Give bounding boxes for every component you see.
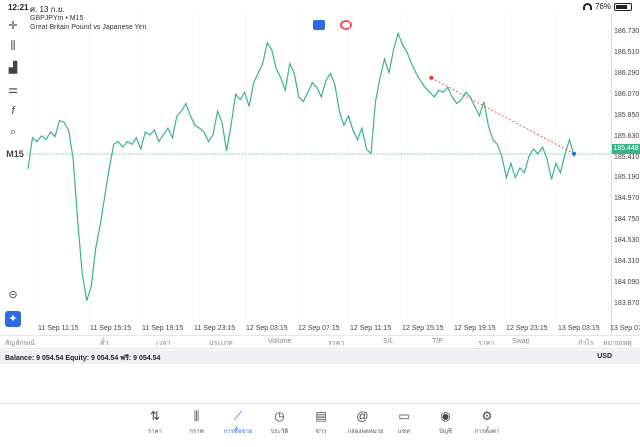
time-axis-label: 13 Sep 03:15 — [558, 325, 600, 332]
nav-item-quotes[interactable]: ⇅ ราคา — [140, 408, 170, 436]
price-axis-label: 184.970 — [614, 195, 640, 203]
time-axis-label: 12 Sep 15:15 — [402, 325, 444, 332]
price-axis-label: 184.530 — [614, 237, 640, 244]
table-column-header[interactable]: ตั๋ว — [100, 340, 109, 347]
nav-item-label: การตั้งค่า — [474, 429, 500, 435]
time-axis-label: 11 Sep 15:15 — [90, 325, 132, 332]
time-axis-label: 11 Sep 19:15 — [142, 325, 184, 332]
trendline-start-point — [429, 75, 434, 80]
status-time: 12:21 — [8, 3, 29, 12]
status-date: ศ. 13 ก.ย. — [30, 5, 65, 14]
price-axis-label: 185.410 — [614, 153, 640, 161]
price-axis-label: 185.850 — [614, 111, 640, 119]
symbol-description: Great Britain Pound vs Japanese Yen — [30, 24, 147, 31]
table-column-header[interactable]: ประเภท — [209, 340, 233, 347]
quotes-icon: ⇅ — [149, 409, 161, 423]
price-axis-label: 183.870 — [614, 299, 640, 307]
chart-candles-icon: ⫼ — [193, 409, 200, 423]
table-column-header[interactable]: กำไร — [578, 340, 594, 347]
mailbox-icon: @ — [356, 409, 369, 423]
nav-item-history[interactable]: ◷ ประวัติ — [265, 408, 295, 436]
balance-currency: USD — [597, 353, 612, 360]
status-bar: 12:21 ศ. 13 ก.ย. 76% — [0, 0, 640, 14]
nav-item-label: บัญชี — [439, 429, 452, 435]
nav-item-mailbox[interactable]: @ กล่องจดหมาย — [347, 408, 384, 436]
wifi-icon — [582, 3, 592, 10]
current-price-tag: 185.448 — [612, 144, 640, 154]
zoom-icon[interactable]: ⊝ — [8, 289, 18, 301]
objects-icon[interactable]: ⚌ — [8, 84, 18, 96]
brand-icon[interactable]: ✦ — [5, 311, 21, 327]
settings-icon: ⚙ — [481, 409, 493, 423]
nav-item-chat[interactable]: ▭ แชท — [389, 408, 419, 436]
table-column-header[interactable]: T/P — [432, 338, 443, 345]
price-axis-label: 185.630 — [614, 132, 640, 140]
nav-item-settings[interactable]: ⚙ การตั้งค่า — [472, 408, 502, 436]
table-column-header[interactable]: Swap — [512, 338, 530, 345]
nav-item-label: ราคา — [148, 429, 162, 435]
price-axis-label: 184.750 — [614, 216, 640, 224]
nav-item-label: แชท — [398, 429, 410, 435]
price-series-line — [27, 31, 575, 301]
trade-table-header: สัญลักษณ์ ตั๋ว เวลา ประเภท Volume ราคา S/L T/P ร… — [0, 335, 640, 349]
nav-item-label: กราฟ — [189, 429, 204, 435]
time-axis-label: 12 Sep 23:15 — [506, 325, 548, 332]
nav-item-trade[interactable]: ⟋ การซื้อขาย — [223, 408, 253, 436]
nav-item-news[interactable]: ▤ ข่าว — [306, 408, 336, 436]
indicators-icon[interactable]: ▟ — [8, 62, 18, 74]
time-axis-label: 12 Sep 07:15 — [298, 325, 340, 332]
function-icon[interactable]: f — [11, 105, 15, 117]
price-axis-label: 185.190 — [614, 174, 640, 182]
nav-item-chart-candles[interactable]: ⫼ กราฟ — [182, 408, 212, 436]
nav-item-label: การซื้อขาย — [223, 429, 253, 435]
price-axis-label: 184.310 — [614, 257, 640, 265]
price-axis-label: 186.510 — [614, 49, 640, 57]
nav-item-label: ข่าว — [315, 429, 327, 435]
trendline — [431, 77, 575, 155]
shapes-icon[interactable]: ⌕ — [9, 126, 17, 138]
table-column-header[interactable]: Volume — [268, 338, 292, 345]
time-axis-label: 12 Sep 19:15 — [454, 325, 496, 332]
table-column-header[interactable]: เวลา — [156, 340, 171, 347]
bottom-navigation: ⇅ ราคา ⫼ กราฟ ⟋ การซื้อขาย ◷ ประวัติ ▤ ข่าว @ กล่อง… — [0, 403, 640, 447]
price-axis-label: 186.290 — [614, 70, 640, 78]
time-axis-label: 12 Sep 11:15 — [350, 325, 392, 332]
time-axis-label: 11 Sep 11:15 — [38, 325, 79, 332]
news-icon: ▤ — [315, 409, 327, 423]
trade-icon: ⟋ — [233, 409, 243, 423]
trendline-end-point — [572, 151, 577, 156]
symbol-title: GBPJPYm • M15 — [30, 15, 84, 22]
price-axis-label: 184.090 — [614, 278, 640, 286]
nav-item-account[interactable]: ◉ บัญชี — [431, 408, 461, 436]
price-axis-label: 186.730 — [614, 28, 640, 36]
nav-item-label: กล่องจดหมาย — [347, 429, 384, 435]
price-axis-label: 186.070 — [614, 91, 640, 98]
time-axis-label: 13 Sep 07:1 — [610, 325, 640, 332]
time-axis-label: 11 Sep 23:15 — [194, 325, 236, 332]
history-icon: ◷ — [274, 409, 285, 423]
table-column-header[interactable]: S/L — [383, 338, 394, 345]
balance-text: Balance: 9 054.54 Equity: 9 054.54 ฟรี: … — [5, 355, 161, 362]
nav-item-label: ประวัติ — [270, 429, 289, 435]
time-axis-label: 12 Sep 03:15 — [246, 325, 288, 332]
battery-percent: 76% — [594, 2, 611, 11]
battery-icon — [614, 2, 632, 11]
signal-icon[interactable] — [340, 20, 352, 30]
chart-type-icon[interactable]: ⫼ — [10, 40, 16, 52]
table-column-header[interactable]: ราคา — [478, 340, 495, 347]
balance-bar: Balance: 9 054.54 Equity: 9 054.54 ฟรี: … — [0, 350, 640, 364]
table-column-header[interactable]: หมายเหตุ — [603, 340, 632, 347]
timeframe-button[interactable]: M15 — [6, 149, 24, 159]
account-icon: ◉ — [440, 409, 451, 423]
chat-icon: ▭ — [398, 409, 410, 423]
table-column-header[interactable]: ราคา — [328, 340, 345, 347]
price-chart[interactable] — [26, 14, 612, 336]
one-click-trade-icon[interactable] — [313, 20, 325, 30]
crosshair-icon[interactable]: ✛ — [8, 20, 18, 32]
table-column-header[interactable]: สัญลักษณ์ — [5, 340, 35, 347]
